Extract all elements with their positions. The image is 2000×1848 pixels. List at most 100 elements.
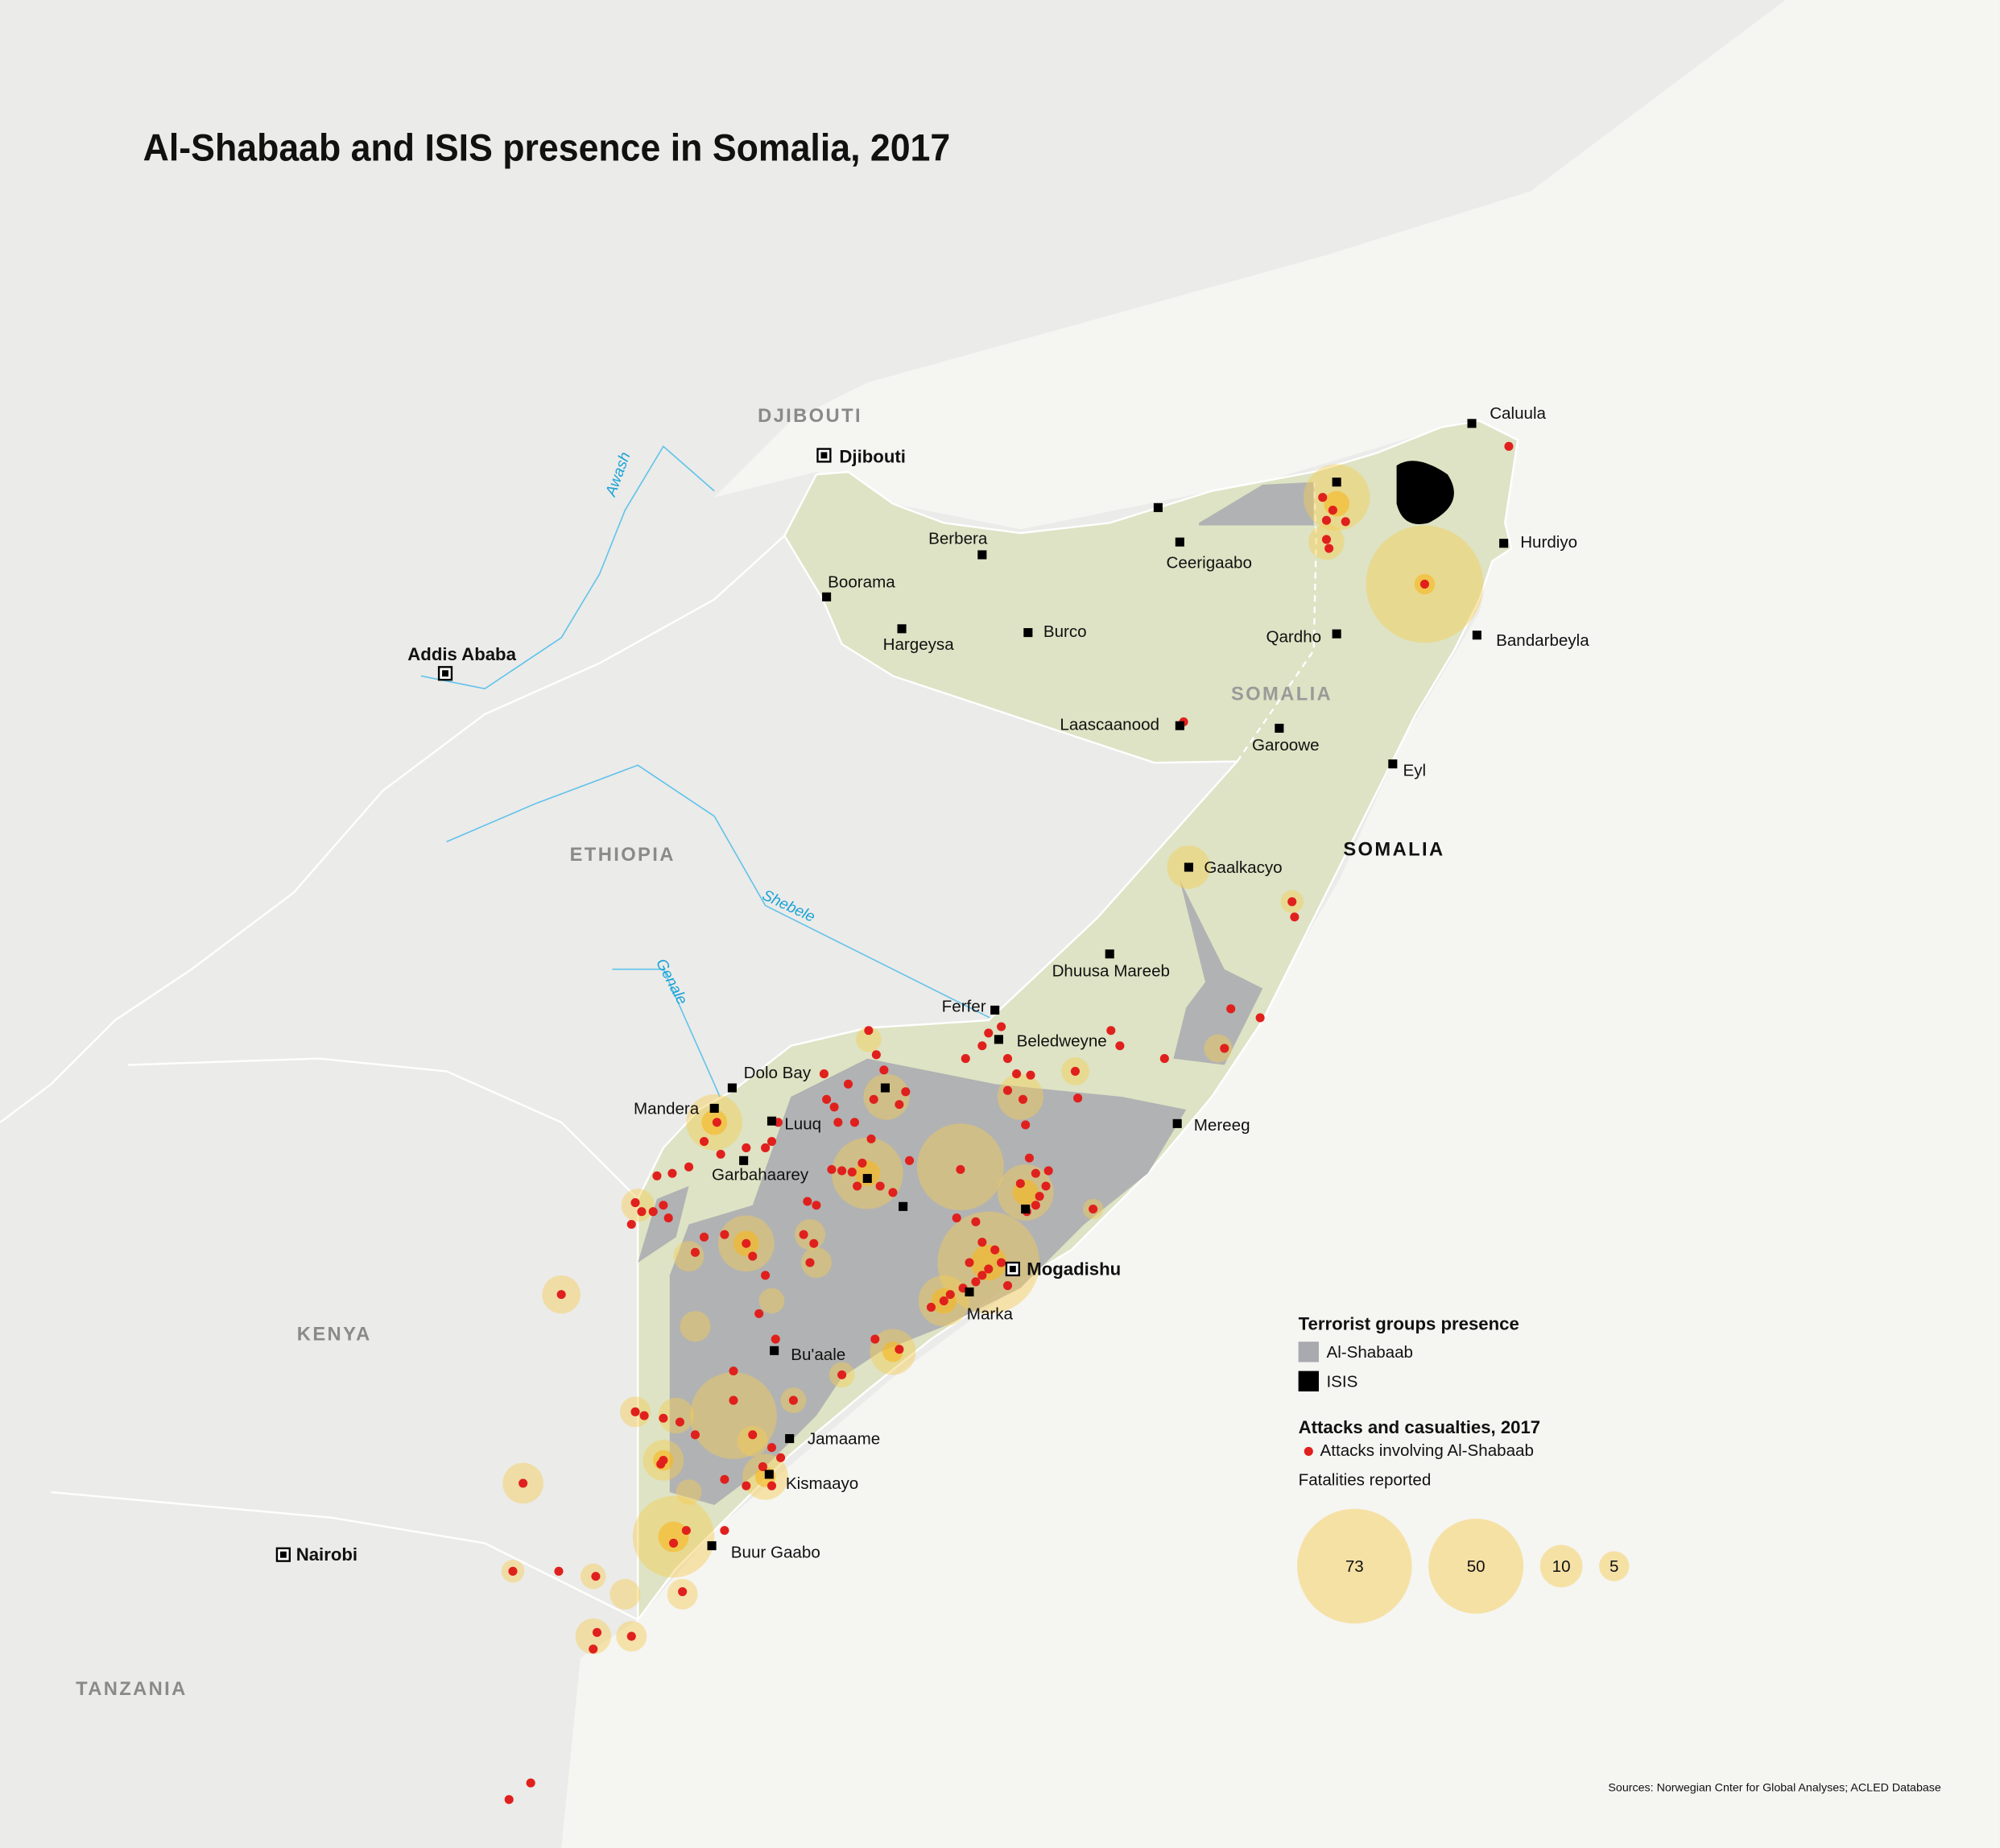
- fatality-bubble: [758, 1288, 785, 1314]
- attack-dots: [504, 441, 1514, 1805]
- attack-dot: [857, 1158, 867, 1168]
- city-label: Berbera: [928, 529, 988, 548]
- attack-dot: [1018, 1094, 1028, 1104]
- attack-dot: [870, 1334, 880, 1344]
- attack-dot: [849, 1118, 859, 1127]
- border: [51, 1490, 638, 1621]
- attack-dot: [592, 1627, 602, 1637]
- attack-dot: [690, 1430, 700, 1440]
- attack-dot: [1070, 1066, 1080, 1076]
- size-label: 50: [1467, 1557, 1486, 1576]
- attack-dot: [1226, 1004, 1236, 1014]
- attack-dot: [1115, 1041, 1125, 1051]
- attack-dot: [1255, 1013, 1265, 1023]
- size-label: 10: [1552, 1557, 1571, 1576]
- attack-dot: [833, 1118, 843, 1127]
- city-label: Garbahaarey: [712, 1166, 809, 1184]
- border: [127, 1057, 639, 1200]
- town-marker: [880, 1083, 890, 1093]
- attack-dot: [690, 1247, 700, 1257]
- fatality-core: [658, 1521, 689, 1552]
- attack-dot: [809, 1238, 819, 1248]
- attack-dot: [712, 1118, 721, 1127]
- attack-dot: [879, 1065, 889, 1075]
- attack-dot: [771, 1334, 780, 1344]
- size-circle: [1539, 1544, 1583, 1588]
- border: [0, 535, 786, 1123]
- country-label: SOMALIA: [1231, 683, 1333, 705]
- attack-dot: [869, 1094, 878, 1104]
- capital-label: Mogadishu: [1027, 1259, 1121, 1279]
- attack-dot: [748, 1251, 758, 1261]
- country-label: ETHIOPIA: [570, 844, 676, 866]
- attack-dot: [681, 1526, 691, 1536]
- city-label: Jamaame: [808, 1430, 880, 1449]
- attack-dot: [895, 1345, 904, 1354]
- attack-dot: [805, 1258, 815, 1267]
- attack-dot: [971, 1217, 981, 1226]
- attack-dot: [663, 1213, 673, 1223]
- map-title: Al-Shabaab and ISIS presence in Somalia,…: [143, 126, 951, 169]
- attack-dot: [1002, 1085, 1013, 1095]
- attack-dot: [626, 1631, 636, 1641]
- city-marker: [1467, 419, 1477, 428]
- attack-dot: [630, 1198, 640, 1208]
- attack-dot: [668, 1538, 679, 1548]
- attack-dot: [888, 1188, 898, 1197]
- city-marker: [767, 1116, 777, 1126]
- legend-label: Al-Shabaab: [1326, 1343, 1413, 1362]
- fatality-core: [1324, 490, 1349, 517]
- attack-dot: [648, 1207, 658, 1217]
- attack-dot: [637, 1207, 647, 1217]
- attack-dot: [895, 1100, 904, 1110]
- size-label: 73: [1345, 1557, 1364, 1576]
- attack-dot: [720, 1474, 729, 1484]
- legend-title: Attacks and casualties, 2017: [1299, 1417, 1541, 1437]
- city-marker: [1105, 949, 1114, 959]
- attack-dot: [1043, 1166, 1053, 1176]
- city-marker: [977, 550, 987, 560]
- attack-dot: [822, 1094, 832, 1104]
- country-label: KENYA: [297, 1324, 372, 1346]
- legend-label: Attacks involving Al-Shabaab: [1320, 1441, 1534, 1460]
- attack-dot: [961, 1054, 970, 1064]
- attack-dot: [812, 1201, 821, 1210]
- attack-dot: [678, 1587, 688, 1597]
- attack-dot: [799, 1230, 808, 1239]
- city-marker: [822, 592, 832, 602]
- city-marker: [770, 1346, 779, 1355]
- legend-dot: [1304, 1446, 1313, 1456]
- legend-swatch: [1298, 1342, 1319, 1362]
- attack-dot: [761, 1143, 771, 1153]
- city-marker: [1172, 1118, 1182, 1128]
- attack-dot: [1287, 897, 1297, 907]
- attack-dot: [742, 1238, 751, 1248]
- city-marker: [1184, 862, 1193, 872]
- city-marker: [1499, 539, 1509, 548]
- attack-dot: [684, 1162, 694, 1172]
- attack-dot: [971, 1277, 981, 1287]
- attack-dot: [837, 1166, 847, 1176]
- attack-dot: [526, 1778, 535, 1788]
- attack-dot: [1341, 517, 1350, 527]
- city-label: Garoowe: [1252, 736, 1320, 754]
- attack-dot: [901, 1087, 911, 1097]
- fatality-bubble: [800, 1247, 832, 1279]
- city-marker: [785, 1434, 795, 1444]
- fatality-bubble: [1204, 1034, 1233, 1063]
- fatality-bubble: [610, 1578, 641, 1610]
- city-marker: [1175, 537, 1184, 547]
- attack-dot: [984, 1264, 994, 1274]
- attack-dot: [866, 1134, 876, 1143]
- attack-dot: [729, 1395, 738, 1405]
- attack-dot: [639, 1411, 649, 1420]
- attack-dot: [977, 1238, 987, 1247]
- city-label: Gaalkacyo: [1204, 858, 1282, 877]
- attack-dot: [720, 1230, 729, 1239]
- town-marker: [899, 1201, 908, 1211]
- city-marker: [1175, 721, 1184, 730]
- al-shabaab-area: [638, 1185, 689, 1263]
- attack-dot: [1290, 912, 1300, 922]
- city-marker: [709, 1103, 719, 1113]
